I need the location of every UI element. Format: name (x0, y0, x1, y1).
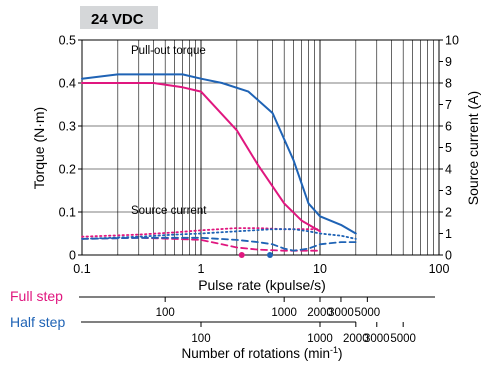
y-tick-label-right: 0 (445, 249, 452, 263)
y-tick-label-right: 3 (445, 184, 452, 198)
half-step-source-current-dashed-line (81, 236, 357, 252)
y-tick-label-left: 0 (69, 249, 76, 263)
annotation-source: Source current (131, 205, 207, 217)
y-tick-label-right: 10 (445, 34, 459, 48)
series-group (81, 73, 357, 258)
y-tick-label-right: 7 (445, 98, 452, 112)
half-step-source-current-dotted-line (81, 228, 357, 240)
y-tick-label-right: 5 (445, 141, 452, 155)
title-background (80, 6, 158, 29)
full-step-marker (238, 252, 245, 258)
x-tick-label: 10 (313, 262, 327, 276)
y-tick-label-left: 0.5 (59, 34, 76, 48)
y-tick-label-right: 9 (445, 55, 452, 69)
x-tick-label: 1 (198, 262, 205, 276)
rotation-tick-label: 100 (191, 333, 210, 345)
rotation-axis-title-sup: -1 (330, 345, 338, 355)
x-tick-label: 0.1 (73, 262, 90, 276)
rotation-tick-label: 2000 (307, 307, 333, 319)
plot-frame (81, 39, 440, 256)
y-tick-label-left: 0.4 (59, 77, 76, 91)
y-tick-label-left: 0.1 (59, 206, 76, 220)
x-tick-label: 100 (429, 262, 450, 276)
half-step-pullout-torque-line (81, 73, 357, 235)
x-axis-label: Pulse rate (kpulse/s) (198, 277, 326, 293)
grid (82, 40, 439, 255)
rotation-tick-label: 3000 (328, 307, 354, 319)
y-axis-label-left: Torque (N·m) (31, 107, 47, 189)
y-axis-label-right: Source current (A) (465, 91, 481, 205)
full-step-pullout-torque-line (81, 82, 321, 233)
y-tick-label-right: 6 (445, 120, 452, 134)
rotation-tick-label: 2000 (343, 333, 369, 345)
rotation-tick-label: 1000 (271, 307, 297, 319)
rotation-tick-label: 100 (156, 307, 175, 319)
rotation-tick-label: 3000 (364, 333, 390, 345)
rotation-axis-title-close: ) (338, 346, 343, 361)
y-tick-label-right: 8 (445, 77, 452, 91)
rotation-axis-title-text: Number of rotations (min (181, 346, 330, 361)
y-tick-label-right: 2 (445, 206, 452, 220)
y-tick-label-right: 4 (445, 163, 452, 177)
full-step-scale-label: Full step (10, 288, 63, 304)
half-step-scale-label: Half step (10, 314, 65, 330)
half-step-marker (266, 252, 273, 258)
y-tick-label-left: 0.2 (59, 163, 76, 177)
full-step-source-current-dotted-line (81, 227, 321, 238)
chart-title: 24 VDC (91, 11, 144, 28)
rotation-axis-title: Number of rotations (min-1) (181, 345, 342, 361)
y-tick-label-left: 0.3 (59, 120, 76, 134)
rotation-tick-label: 1000 (307, 333, 333, 345)
rotation-tick-label: 5000 (355, 307, 381, 319)
annotation-pullout: Pull-out torque (131, 45, 206, 57)
y-tick-label-right: 1 (445, 227, 452, 241)
rotation-tick-label: 5000 (390, 333, 416, 345)
